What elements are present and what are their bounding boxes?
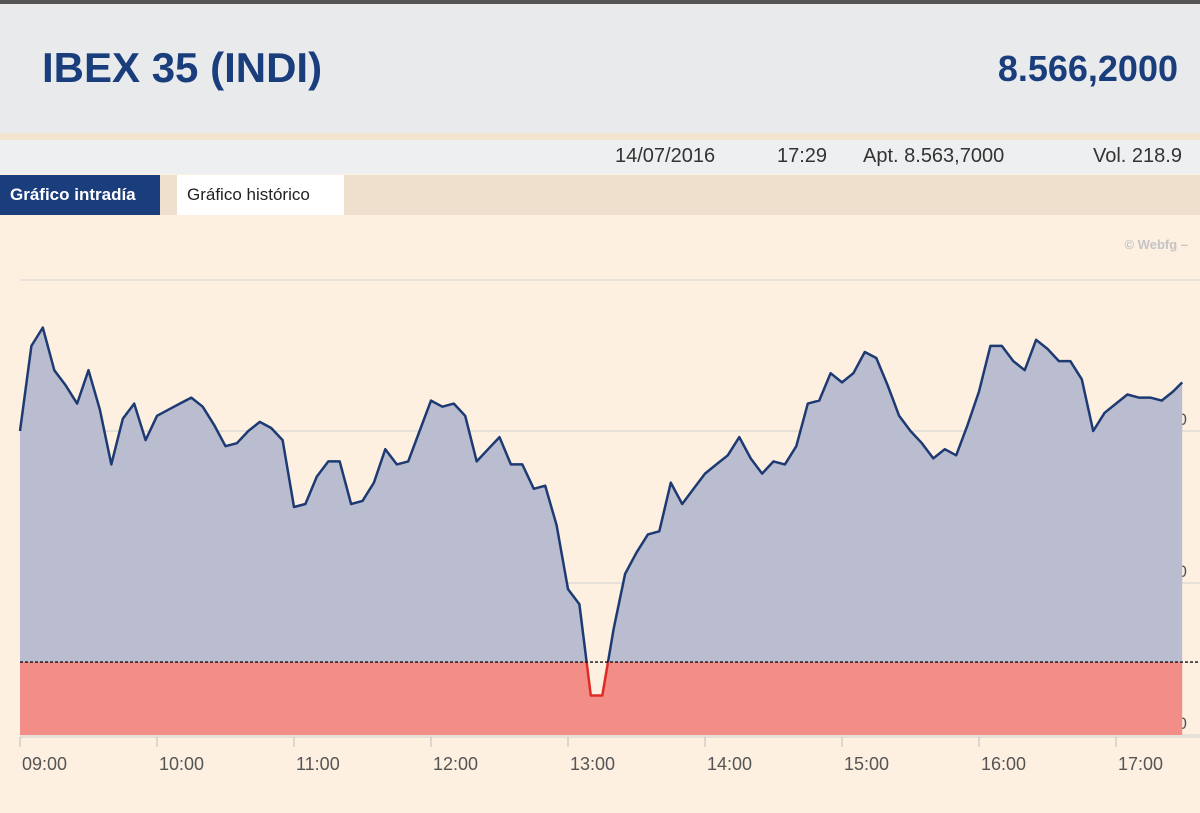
x-tick-label: 10:00	[159, 754, 204, 774]
tab-bar: Gráfico intradía Gráfico histórico	[0, 175, 1200, 215]
top-border	[0, 0, 1200, 4]
x-tick-label: 16:00	[981, 754, 1026, 774]
index-price: 8.566,2000	[997, 48, 1178, 89]
x-tick-label: 15:00	[844, 754, 889, 774]
info-row: 14/07/2016 17:29 Apt. 8.563,7000 Vol. 21…	[0, 140, 1200, 174]
x-tick-label: 13:00	[570, 754, 615, 774]
x-tick-label: 17:00	[1118, 754, 1163, 774]
price-line-below-reference	[585, 662, 610, 697]
tab-historical[interactable]: Gráfico histórico	[177, 175, 344, 215]
x-tick-label: 11:00	[296, 754, 340, 774]
index-title: IBEX 35 (INDI)	[42, 44, 323, 91]
volume: Vol. 218.9	[1093, 145, 1182, 167]
area	[20, 327, 1183, 663]
open-price: Apt. 8.563,7000	[863, 145, 1005, 167]
time: 17:29	[777, 145, 828, 167]
x-tick-label: 12:00	[433, 754, 478, 774]
header: IBEX 35 (INDI) 8.566,2000	[0, 4, 1200, 133]
tab-intraday[interactable]: Gráfico intradía	[0, 175, 160, 215]
x-tick-label: 14:00	[707, 754, 752, 774]
date: 14/07/2016	[615, 145, 716, 167]
watermark: © Webfg –	[1124, 237, 1188, 252]
price-line	[18, 326, 1184, 663]
x-tick-label: 09:00	[22, 754, 67, 774]
separator	[0, 133, 1200, 140]
area-below-reference	[20, 662, 1183, 735]
